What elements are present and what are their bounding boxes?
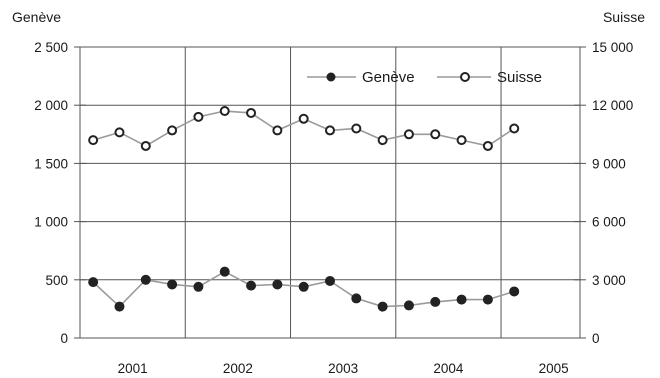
y-right-tick-label: 9 000 — [592, 156, 626, 171]
y-right-tick-label: 0 — [592, 331, 600, 346]
data-point-suisse — [377, 135, 388, 146]
y-left-tick-label: 1 500 — [34, 156, 68, 171]
data-point-genève — [167, 279, 178, 290]
data-point-suisse — [88, 135, 99, 146]
x-tick-label: 2001 — [118, 361, 148, 376]
data-point-genève — [377, 301, 388, 312]
y-right-tick-label: 15 000 — [592, 40, 633, 55]
y-right-tick-label: 6 000 — [592, 215, 626, 230]
data-point-genève — [114, 301, 125, 312]
data-point-genève — [219, 266, 230, 277]
data-point-genève — [351, 293, 362, 304]
y-right-tick-label: 3 000 — [592, 273, 626, 288]
data-point-suisse — [140, 140, 151, 151]
data-point-genève — [140, 274, 151, 285]
y-left-axis-title: Genève — [12, 9, 61, 25]
x-tick-label: 2004 — [433, 361, 464, 376]
x-tick-label: 2005 — [539, 361, 569, 376]
data-point-genève — [482, 294, 493, 305]
y-right-axis-title: Suisse — [603, 9, 645, 25]
data-point-suisse — [272, 125, 283, 136]
data-point-genève — [193, 281, 204, 292]
data-point-suisse — [351, 123, 362, 134]
y-left-tick-label: 500 — [45, 273, 68, 288]
legend-marker-geneve — [326, 72, 336, 82]
data-point-suisse — [456, 135, 467, 146]
y-right-tick-label: 12 000 — [592, 98, 633, 113]
x-tick-label: 2002 — [223, 361, 253, 376]
data-point-suisse — [167, 125, 178, 136]
y-left-tick-label: 2 500 — [34, 40, 68, 55]
data-point-genève — [325, 275, 335, 286]
data-point-suisse — [482, 140, 493, 151]
data-point-genève — [272, 279, 283, 290]
data-point-suisse — [219, 106, 230, 117]
data-point-genève — [403, 300, 414, 311]
data-point-genève — [509, 286, 520, 297]
data-point-suisse — [114, 127, 125, 138]
data-point-genève — [298, 281, 309, 292]
data-point-genève — [456, 294, 467, 305]
legend-marker-suisse — [460, 72, 470, 82]
data-point-suisse — [193, 111, 204, 122]
data-point-genève — [246, 280, 257, 291]
y-left-tick-label: 0 — [60, 331, 68, 346]
data-point-suisse — [325, 125, 335, 136]
data-point-suisse — [246, 107, 257, 118]
legend-label-geneve: Genève — [362, 69, 415, 86]
data-point-genève — [430, 296, 441, 307]
data-point-suisse — [509, 123, 520, 134]
data-point-suisse — [430, 129, 441, 140]
data-point-suisse — [403, 129, 414, 140]
data-point-genève — [88, 277, 99, 288]
data-point-suisse — [298, 113, 309, 124]
y-left-tick-label: 2 000 — [34, 98, 68, 113]
legend-label-suisse: Suisse — [497, 69, 542, 86]
y-left-tick-label: 1 000 — [34, 215, 68, 230]
x-tick-label: 2003 — [328, 361, 358, 376]
